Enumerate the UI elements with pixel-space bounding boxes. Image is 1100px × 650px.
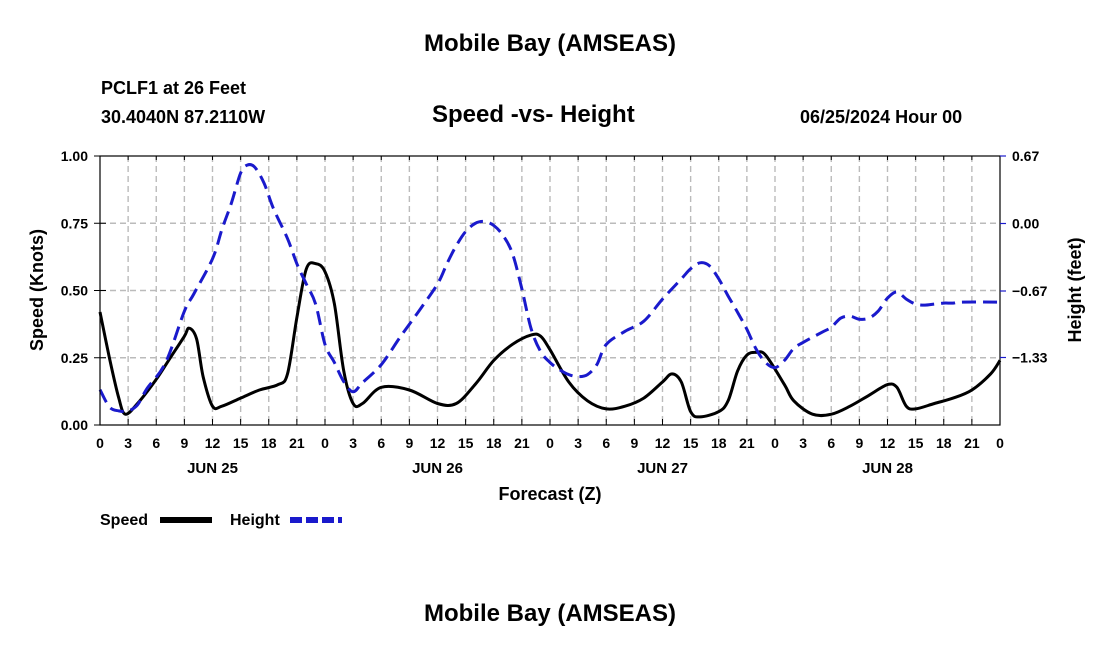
x-tick-label: 3 [799,435,807,451]
x-tick-label: 9 [405,435,413,451]
legend: Speed Height [100,512,342,529]
x-tick-label: 21 [964,435,980,451]
x-tick-label: 0 [546,435,554,451]
x-tick-label: 0 [321,435,329,451]
x-tick-label: 15 [233,435,249,451]
y2-tick-label: 0.67 [1012,148,1039,164]
x-tick-label: 9 [855,435,863,451]
x-tick-label: 3 [349,435,357,451]
grid [100,156,1000,425]
chart-title: Mobile Bay (AMSEAS) [423,30,677,57]
date-label: JUN 28 [862,460,913,477]
coordinates-label: 30.4040N 87.2110W [101,107,266,127]
x-tick-label: 0 [771,435,779,451]
legend-label-speed: Speed [100,512,148,529]
legend-label-height: Height [230,512,280,529]
y-tick-label: 0.25 [61,350,88,366]
date-label: JUN 26 [412,460,463,477]
x-tick-label: 6 [602,435,610,451]
footer-title: Mobile Bay (AMSEAS) [423,600,677,627]
x-tick-label: 21 [289,435,305,451]
date-label: JUN 25 [187,460,238,477]
x-tick-label: 18 [936,435,952,451]
x-tick-label: 12 [655,435,671,451]
date-label: JUN 27 [637,460,688,477]
station-label: PCLF1 at 26 Feet [101,78,247,98]
x-tick-label: 0 [96,435,104,451]
x-tick-label: 21 [514,435,530,451]
y-tick-label: 0.00 [61,417,88,433]
y-tick-label: 1.00 [61,148,88,164]
x-tick-label: 0 [996,435,1004,451]
x-tick-label: 18 [261,435,277,451]
series-line-height [98,163,1001,414]
x-tick-label: 15 [683,435,699,451]
x-tick-label: 15 [458,435,474,451]
y2-tick-label: −0.67 [1012,283,1048,299]
y-tick-label: 0.75 [61,215,88,231]
x-tick-label: 12 [430,435,446,451]
x-tick-label: 6 [377,435,385,451]
x-tick-label: 9 [180,435,188,451]
x-tick-label: 9 [630,435,638,451]
forecast-datetime: 06/25/2024 Hour 00 [800,107,963,127]
x-tick-label: 12 [880,435,896,451]
chart-subtitle: Speed -vs- Height [432,101,635,128]
x-tick-label: 12 [205,435,221,451]
y-axis-label: Speed (Knots) [27,229,47,351]
x-tick-label: 15 [908,435,924,451]
x-tick-label: 18 [486,435,502,451]
axis-ticks: 0 3 6 9 12 15 18 21 0 3 6 9 12 15 18 21 0 3 6 9 12 15 18 21 0 3 6 9… [61,148,1048,477]
y-tick-label: 0.50 [61,283,88,299]
y2-axis-label: Height (feet) [1065,238,1085,343]
x-tick-label: 21 [739,435,755,451]
y2-tick-label: −1.33 [1012,349,1048,365]
x-tick-label: 6 [827,435,835,451]
y2-tick-label: 0.00 [1012,216,1039,232]
x-tick-label: 18 [711,435,727,451]
x-tick-label: 3 [124,435,132,451]
series-layer [98,163,1002,419]
x-tick-label: 6 [152,435,160,451]
x-tick-label: 3 [574,435,582,451]
series-line-speed [98,261,1002,419]
x-axis-label: Forecast (Z) [498,484,601,504]
